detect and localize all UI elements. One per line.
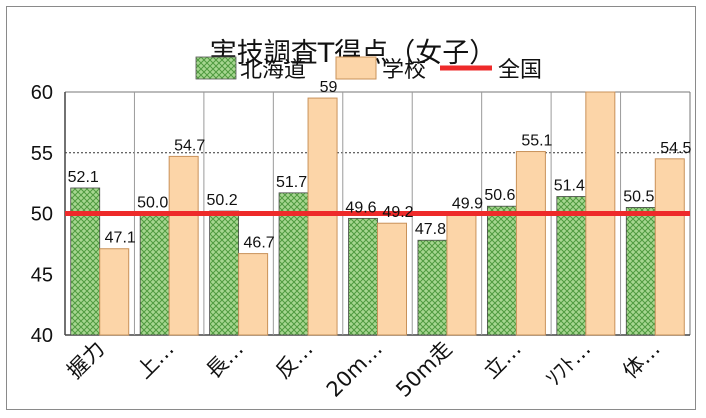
category-label: 立… xyxy=(479,337,526,384)
data-label-hokkaido: 51.4 xyxy=(554,177,585,194)
category-label: 反… xyxy=(271,337,318,384)
legend-label-zenkoku: 全国 xyxy=(498,58,542,83)
y-tick-label: 45 xyxy=(31,264,53,286)
data-label-hokkaido: 50.6 xyxy=(484,187,515,204)
data-label-school: 47.1 xyxy=(105,230,136,247)
category-label: 20m… xyxy=(322,337,387,402)
bar-hokkaido xyxy=(70,187,101,336)
bar-hokkaido xyxy=(139,213,170,336)
bar-school xyxy=(446,214,477,336)
data-label-hokkaido: 50.0 xyxy=(137,195,168,212)
data-label-school: 54.7 xyxy=(174,137,205,154)
legend-label-school: 学校 xyxy=(382,58,426,83)
legend-label-hokkaido: 北海道 xyxy=(240,58,306,83)
bar-school xyxy=(654,158,685,336)
data-label-hokkaido: 51.7 xyxy=(276,174,307,191)
legend-swatch-hokkaido xyxy=(195,56,237,80)
data-label-hokkaido: 52.1 xyxy=(68,169,99,186)
legend-swatch-school xyxy=(335,56,377,80)
bar-hokkaido xyxy=(486,205,517,336)
data-label-hokkaido: 50.5 xyxy=(623,188,654,205)
bar-school xyxy=(99,248,130,336)
bar-hokkaido xyxy=(278,192,309,336)
y-tick-label: 40 xyxy=(31,325,53,347)
category-label: 長… xyxy=(201,337,248,384)
data-label-school: 49.9 xyxy=(452,196,483,213)
data-label-school: 49.2 xyxy=(382,204,413,221)
bar-hokkaido xyxy=(348,217,378,336)
bar-school xyxy=(307,97,338,336)
data-label-school: 55.1 xyxy=(521,133,552,150)
bar-hokkaido xyxy=(625,207,656,336)
data-label-school: 59 xyxy=(320,79,338,96)
data-label-hokkaido: 50.2 xyxy=(207,192,238,209)
category-label: 50m走 xyxy=(391,337,456,402)
data-label-hokkaido: 47.8 xyxy=(415,221,446,238)
bar-hokkaido xyxy=(209,210,240,336)
y-tick-label: 55 xyxy=(31,143,53,165)
category-label: ｿﾌﾄ… xyxy=(541,337,595,391)
bar-school xyxy=(515,151,546,336)
bar-hokkaido xyxy=(556,196,587,336)
bar-school xyxy=(377,222,407,336)
bar-hokkaido xyxy=(417,239,448,336)
y-tick-label: 50 xyxy=(31,204,53,226)
bar-school xyxy=(168,155,199,336)
data-label-school: 46.7 xyxy=(244,235,275,252)
category-label: 握力 xyxy=(63,337,110,384)
plot-area: 40 45 50 55 60 52.1 47.1 50.0 54.7 50.2 46.7 51.7 59… xyxy=(31,79,692,402)
bar-school xyxy=(238,253,269,336)
data-label-school: 54.5 xyxy=(660,140,691,157)
category-label: 体… xyxy=(618,337,665,384)
data-label-hokkaido: 49.6 xyxy=(345,199,376,216)
legend: 北海道 学校 全国 xyxy=(195,56,542,83)
y-tick-label: 60 xyxy=(31,82,53,104)
category-label: 上… xyxy=(132,337,179,384)
